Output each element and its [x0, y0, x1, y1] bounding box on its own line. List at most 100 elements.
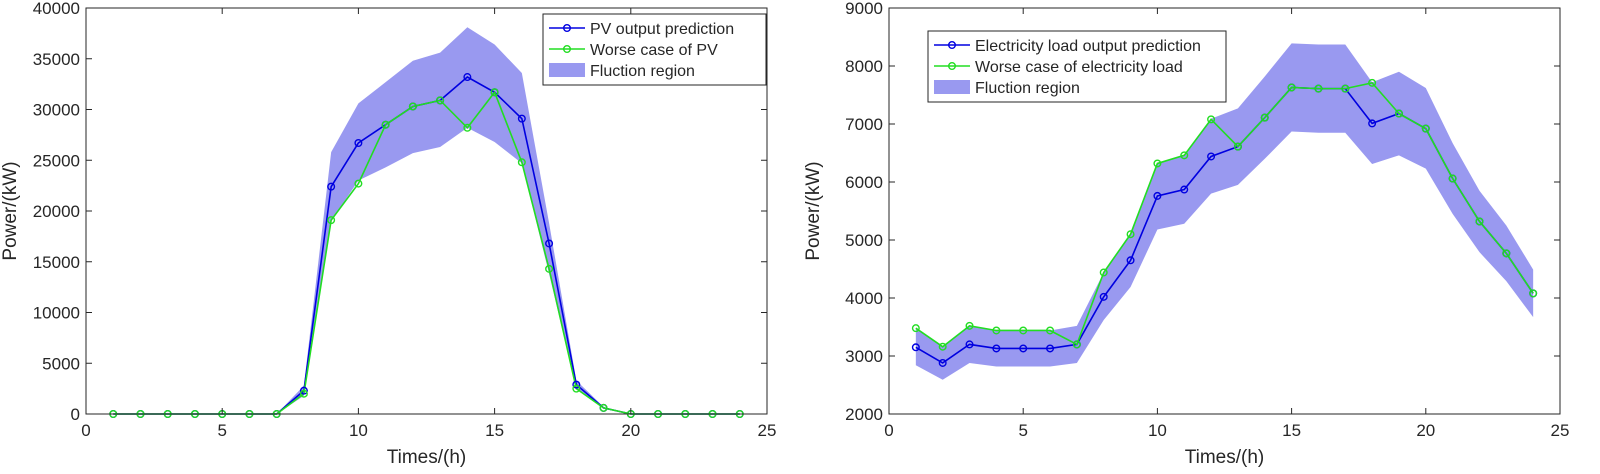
- series-1-point: [965, 321, 974, 330]
- y-tick-label: 7000: [845, 115, 883, 134]
- legend: Electricity load output prediction Worse …: [927, 30, 1227, 103]
- y-tick-label: 5000: [42, 354, 80, 373]
- series-0-point: [1368, 119, 1377, 128]
- series-0-point: [938, 358, 947, 367]
- series-1-point: [1046, 326, 1055, 335]
- series-0-point: [354, 138, 363, 147]
- series-1-point: [436, 96, 445, 105]
- x-tick-label: 10: [349, 421, 368, 440]
- y-tick-label: 35000: [33, 50, 80, 69]
- legend-marker-0: [948, 41, 957, 50]
- y-tick-label: 10000: [33, 304, 80, 323]
- series-1-point: [354, 179, 363, 188]
- x-tick-label: 5: [1018, 421, 1027, 440]
- legend-box: [927, 30, 1227, 103]
- series-1-point: [1072, 340, 1081, 349]
- series-line-1: [915, 81, 1534, 348]
- series-0-point: [327, 182, 336, 191]
- fluction-region-band: [276, 27, 631, 414]
- y-tick-label: 3000: [845, 347, 883, 366]
- y-tick-label: 15000: [33, 253, 80, 272]
- series-0-point: [1099, 292, 1108, 301]
- series-1-point: [1475, 217, 1484, 226]
- legend-band-swatch: [549, 63, 585, 77]
- series-1-point: [1421, 124, 1430, 133]
- series-1-point: [1368, 78, 1377, 87]
- y-tick-label: 4000: [845, 289, 883, 308]
- series-0-point: [992, 344, 1001, 353]
- chart-pv: 0 5 10 15 20 25 0 5000 10000 15000 20000 25000 30000…: [0, 0, 776, 468]
- legend-marker-1: [563, 45, 572, 54]
- y-tick-label: 2000: [845, 405, 883, 424]
- series-1-point: [1260, 113, 1269, 122]
- legend-label-1: Worse case of PV: [590, 42, 718, 59]
- x-axis-label: Times/(h): [1185, 447, 1265, 468]
- chart-electricity-load: 0 5 10 15 20 25 2000 3000 4000 5000 6000 7000 8000 90…: [803, 0, 1569, 468]
- x-axis-label: Times/(h): [387, 447, 467, 468]
- series-0-point: [1207, 152, 1216, 161]
- legend-label-band: Fluction region: [590, 63, 695, 80]
- x-tick-label: 5: [217, 421, 226, 440]
- series-1-point: [1126, 230, 1135, 239]
- series-0-point: [965, 340, 974, 349]
- series-0-point: [517, 114, 526, 123]
- legend-marker-0: [563, 24, 572, 33]
- series-1-point: [490, 88, 499, 97]
- series-1-point: [327, 216, 336, 225]
- series-1-point: [1341, 84, 1350, 93]
- series-0-point: [463, 73, 472, 82]
- series-1-point: [572, 384, 581, 393]
- x-tick-label: 20: [621, 421, 640, 440]
- y-tick-label: 25000: [33, 151, 80, 170]
- y-axis-label: Power/(kW): [803, 161, 824, 260]
- legend-label-0: Electricity load output prediction: [975, 38, 1201, 55]
- series-1-point: [1394, 109, 1403, 118]
- series-1-point: [1287, 83, 1296, 92]
- series-0-point: [1180, 185, 1189, 194]
- y-axis-label: Power/(kW): [0, 161, 21, 260]
- x-tick-label: 10: [1148, 421, 1167, 440]
- x-tick-label: 25: [758, 421, 777, 440]
- x-tick-label: 15: [485, 421, 504, 440]
- series-1-point: [1314, 84, 1323, 93]
- series-1-point: [1529, 289, 1538, 298]
- series-0-point: [1153, 191, 1162, 200]
- series-1-point: [1019, 326, 1028, 335]
- y-tick-label: 0: [71, 405, 80, 424]
- y-tick-label: 40000: [33, 0, 80, 18]
- y-tick-label: 9000: [845, 0, 883, 18]
- series-0-point: [299, 386, 308, 395]
- y-tick-label: 6000: [845, 173, 883, 192]
- series-0-point: [545, 239, 554, 248]
- y-tick-label: 20000: [33, 202, 80, 221]
- x-tick-label: 0: [884, 421, 893, 440]
- x-tick-label: 0: [81, 421, 90, 440]
- series-1-point: [1099, 268, 1108, 277]
- series-1-point: [1153, 159, 1162, 168]
- series-0-point: [1126, 256, 1135, 265]
- legend-label-band: Fluction region: [975, 80, 1080, 97]
- plot-frame: [888, 7, 1561, 415]
- series-1-point: [599, 403, 608, 412]
- series-1-point: [992, 326, 1001, 335]
- series-1-point: [1233, 142, 1242, 151]
- legend-marker-1: [948, 62, 957, 71]
- series-0-point: [572, 380, 581, 389]
- fluction-region-band: [915, 43, 1534, 380]
- series-0-point: [1046, 344, 1055, 353]
- series-1-point: [517, 158, 526, 167]
- y-tick-label: 5000: [845, 231, 883, 250]
- legend-label-0: PV output prediction: [590, 21, 734, 38]
- series-1-point: [299, 389, 308, 398]
- series-1-point: [938, 342, 947, 351]
- x-tick-label: 15: [1282, 421, 1301, 440]
- series-1-point: [911, 324, 920, 333]
- series-1-point: [1207, 115, 1216, 124]
- series-1-point: [1180, 151, 1189, 160]
- series-1-point: [463, 123, 472, 132]
- series-0-point: [911, 343, 920, 352]
- legend-label-1: Worse case of electricity load: [975, 59, 1183, 76]
- y-tick-label: 8000: [845, 57, 883, 76]
- series-1-point: [545, 264, 554, 273]
